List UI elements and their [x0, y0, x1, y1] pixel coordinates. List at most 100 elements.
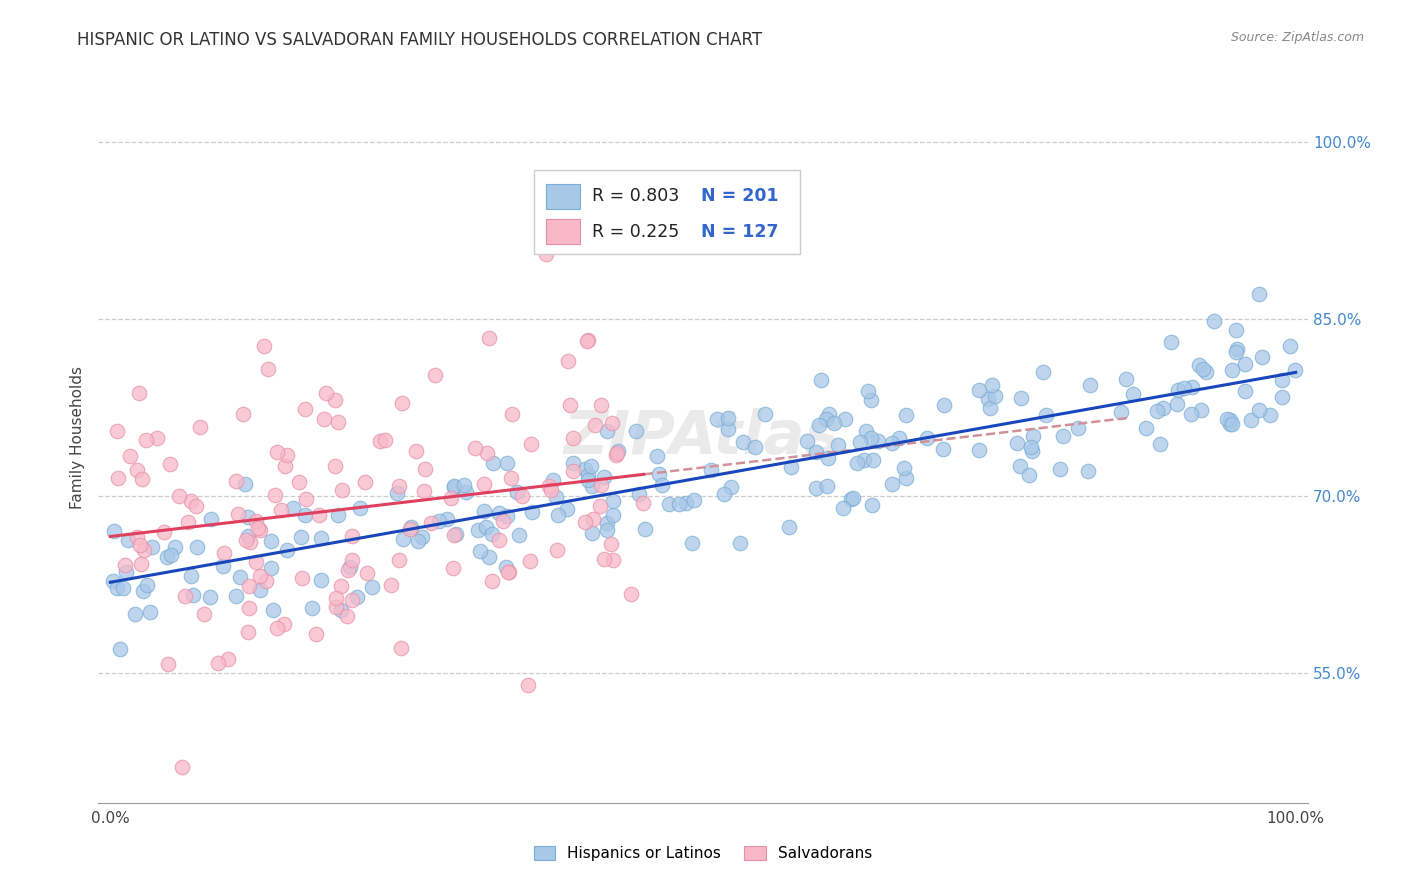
Point	[339, 560, 361, 574]
Point	[105, 581, 128, 595]
Point	[1022, 429, 1045, 443]
Point	[266, 444, 288, 458]
Text: N = 201: N = 201	[700, 187, 778, 205]
Point	[1067, 421, 1090, 435]
Point	[839, 491, 862, 506]
Point	[1153, 401, 1175, 415]
Point	[356, 566, 378, 581]
Point	[443, 479, 465, 493]
Text: ZIPAtlas: ZIPAtlas	[564, 408, 842, 467]
Point	[180, 569, 202, 583]
Point	[398, 522, 420, 536]
Point	[683, 493, 706, 508]
Point	[744, 440, 766, 454]
Point	[391, 533, 413, 547]
Point	[592, 470, 614, 484]
Point	[413, 483, 436, 498]
Point	[361, 580, 384, 594]
Point	[1220, 417, 1243, 432]
Point	[605, 445, 627, 459]
Point	[607, 443, 630, 458]
Point	[845, 456, 868, 470]
Point	[236, 510, 259, 524]
Point	[156, 657, 179, 671]
Point	[287, 475, 309, 489]
Point	[141, 540, 163, 554]
Point	[1271, 390, 1294, 404]
Point	[540, 483, 562, 497]
Point	[508, 528, 530, 542]
Point	[308, 508, 330, 523]
Point	[1052, 428, 1074, 442]
Point	[249, 569, 271, 583]
Point	[1258, 408, 1281, 422]
Point	[228, 508, 250, 522]
Point	[1032, 365, 1054, 379]
Point	[832, 500, 855, 515]
Point	[496, 565, 519, 579]
Point	[245, 556, 267, 570]
Point	[1019, 440, 1042, 454]
Point	[593, 551, 616, 566]
Point	[583, 418, 606, 433]
Point	[273, 617, 295, 632]
Point	[235, 533, 257, 547]
Point	[294, 508, 316, 523]
Point	[413, 462, 436, 476]
Point	[247, 521, 270, 535]
Point	[1189, 403, 1212, 417]
Point	[668, 497, 690, 511]
Point	[498, 566, 520, 580]
Point	[582, 511, 605, 525]
Point	[238, 579, 260, 593]
Point	[349, 501, 371, 516]
Point	[295, 491, 318, 506]
Point	[115, 565, 138, 579]
Point	[470, 544, 492, 558]
Point	[273, 459, 295, 474]
Point	[225, 474, 247, 488]
Point	[427, 514, 450, 528]
Point	[893, 460, 915, 475]
Point	[159, 457, 181, 471]
Point	[558, 398, 581, 412]
Point	[1249, 402, 1271, 417]
Point	[481, 527, 503, 541]
Point	[1240, 412, 1263, 426]
Point	[111, 581, 134, 595]
Point	[405, 443, 427, 458]
Point	[579, 459, 602, 474]
Point	[1225, 322, 1247, 336]
Point	[236, 625, 259, 640]
Point	[389, 640, 412, 655]
Point	[135, 433, 157, 447]
Point	[591, 398, 613, 412]
Point	[128, 386, 150, 401]
Point	[184, 500, 207, 514]
Point	[346, 590, 368, 604]
Point	[626, 425, 648, 439]
Point	[108, 642, 131, 657]
Point	[370, 434, 392, 448]
Point	[233, 477, 256, 491]
Text: N = 127: N = 127	[700, 223, 778, 241]
Point	[932, 442, 955, 456]
Point	[173, 590, 195, 604]
Text: Source: ZipAtlas.com: Source: ZipAtlas.com	[1230, 31, 1364, 45]
Point	[467, 523, 489, 537]
Point	[1188, 358, 1211, 372]
Point	[499, 471, 522, 485]
Point	[651, 478, 673, 492]
Point	[862, 498, 884, 512]
Point	[336, 608, 359, 623]
Point	[575, 334, 598, 348]
Point	[305, 626, 328, 640]
Point	[562, 456, 585, 470]
Point	[249, 523, 271, 537]
Point	[538, 479, 561, 493]
Point	[156, 550, 179, 565]
Point	[443, 527, 465, 541]
Point	[1080, 378, 1102, 392]
Point	[1234, 357, 1257, 371]
Point	[441, 561, 464, 575]
